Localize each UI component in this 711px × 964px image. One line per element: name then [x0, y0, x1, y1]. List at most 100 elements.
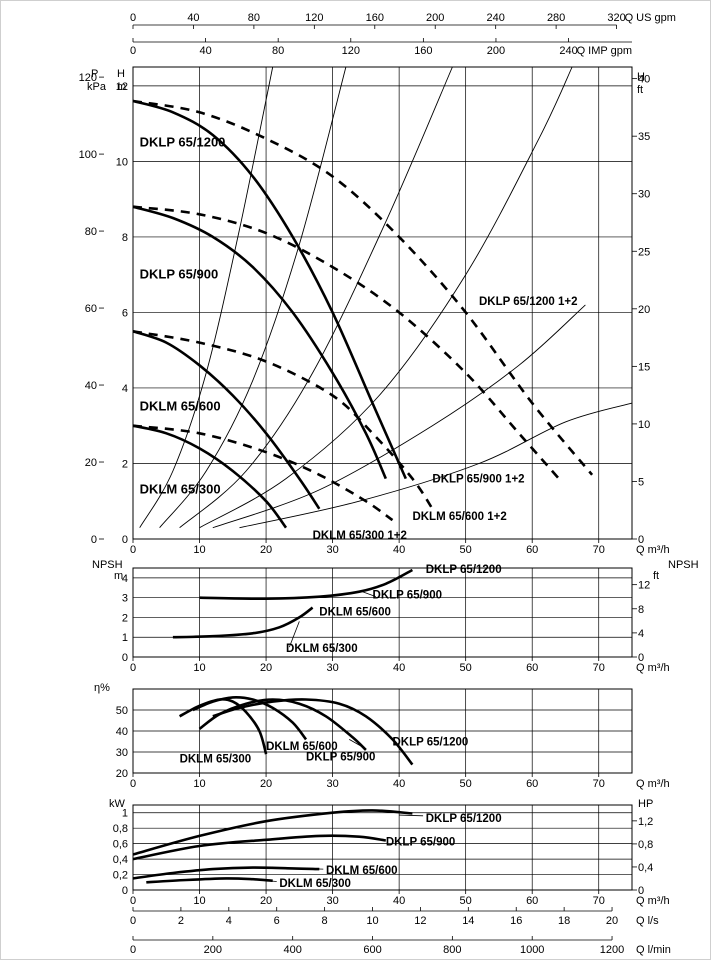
head-xtick-label-70: 70	[593, 544, 605, 556]
ls-tick-label-14: 14	[462, 915, 474, 927]
power-xtick-label-20: 20	[260, 895, 272, 907]
power-xtick-label-10: 10	[193, 895, 205, 907]
lmin-tick-label-800: 800	[443, 944, 461, 956]
ls-tick-label-2: 2	[178, 915, 184, 927]
power-curve-dklm-65-600	[133, 868, 319, 879]
power-label-dklm-65-600: DKLM 65/600	[326, 865, 398, 877]
power-label-dklp-65-900: DKLP 65/900	[386, 836, 455, 848]
npsh-xtick-label-60: 60	[526, 662, 538, 674]
lmin-tick-label-600: 600	[363, 944, 381, 956]
us-gpm-tick-label-320: 320	[607, 12, 625, 24]
head-m-tick-label-0: 0	[122, 534, 128, 546]
npsh-xtick-label-40: 40	[393, 662, 405, 674]
imp-gpm-tick-label-160: 160	[414, 45, 432, 57]
lmin-tick-label-1000: 1000	[520, 944, 544, 956]
eff-xtick-label-60: 60	[526, 778, 538, 790]
head-ft-tick-label-5: 5	[638, 476, 644, 488]
us-gpm-tick-label-280: 280	[547, 12, 565, 24]
eff-xtick-label-40: 40	[393, 778, 405, 790]
eff-tick-label-30: 30	[116, 747, 128, 759]
head-xtick-label-0: 0	[130, 544, 136, 556]
head-curve-dklp-65-900	[133, 207, 386, 479]
head-ft-axis-unit: ft	[637, 84, 643, 96]
power-hp-axis-label: HP	[638, 798, 653, 810]
power-curve-dklp-65-900	[133, 836, 386, 859]
lmin-tick-label-1200: 1200	[600, 944, 624, 956]
power-curve-dklp-65-1200	[133, 810, 412, 854]
npsh-axis-unit-left: m	[114, 570, 123, 582]
head-label-dklp-65-1200: DKLP 65/1200	[140, 134, 226, 149]
head-kpa-axis-unit: kPa	[87, 81, 107, 93]
lmin-tick-label-200: 200	[204, 944, 222, 956]
head-kpa-tick-label-100: 100	[79, 149, 97, 161]
power-xtick-label-70: 70	[593, 895, 605, 907]
head-kpa-tick-label-80: 80	[85, 226, 97, 238]
ls-tick-label-12: 12	[414, 915, 426, 927]
power-hp-tick-label-2: 0,8	[638, 839, 653, 851]
power-kw-tick-label-3: 0,6	[113, 839, 128, 851]
eff-xaxis-label: Q m³/h	[636, 778, 670, 790]
npsh-ft-tick-label-12: 12	[638, 580, 650, 592]
eff-xtick-label-0: 0	[130, 778, 136, 790]
head-curve-dklp-65-1200	[133, 101, 406, 479]
eff-xtick-label-70: 70	[593, 778, 605, 790]
ls-tick-label-10: 10	[366, 915, 378, 927]
head-xtick-label-40: 40	[393, 544, 405, 556]
head-m-tick-label-4: 4	[122, 383, 128, 395]
power-xtick-label-50: 50	[460, 895, 472, 907]
lmin-tick-label-400: 400	[284, 944, 302, 956]
head-kpa-tick-label-20: 20	[85, 457, 97, 469]
npsh-xtick-label-0: 0	[130, 662, 136, 674]
eff-xtick-label-30: 30	[326, 778, 338, 790]
ls-tick-label-8: 8	[322, 915, 328, 927]
head-xtick-label-30: 30	[326, 544, 338, 556]
power-kw-tick-label-0: 0	[122, 885, 128, 897]
npsh-label-dklp-65-900: DKLP 65/900	[373, 590, 442, 602]
power-frame	[133, 805, 632, 890]
npsh-xtick-label-30: 30	[326, 662, 338, 674]
imp-gpm-tick-label-40: 40	[199, 45, 211, 57]
us-gpm-tick-label-240: 240	[486, 12, 504, 24]
head-label-dklp-65-1200-1-2: DKLP 65/1200 1+2	[479, 296, 578, 308]
imp-gpm-tick-label-200: 200	[487, 45, 505, 57]
head-xtick-label-20: 20	[260, 544, 272, 556]
npsh-m-tick-label-3: 3	[122, 593, 128, 605]
ls-tick-label-0: 0	[130, 915, 136, 927]
head-ft-tick-label-25: 25	[638, 246, 650, 258]
ls-tick-label-4: 4	[226, 915, 232, 927]
head-ft-tick-label-35: 35	[638, 131, 650, 143]
head-m-axis-unit: m	[117, 81, 126, 93]
eff-tick-label-40: 40	[116, 726, 128, 738]
npsh-label-dklm-65-600: DKLM 65/600	[319, 606, 391, 618]
eff-xtick-label-20: 20	[260, 778, 272, 790]
us-gpm-tick-label-120: 120	[305, 12, 323, 24]
power-xtick-label-40: 40	[393, 895, 405, 907]
npsh-xtick-label-10: 10	[193, 662, 205, 674]
head-label-dklm-65-300-1-2: DKLM 65/300 1+2	[313, 530, 407, 542]
head-h-axis-label: H	[117, 68, 125, 80]
us-gpm-tick-label-200: 200	[426, 12, 444, 24]
imp-gpm-tick-label-120: 120	[342, 45, 360, 57]
npsh-m-tick-label-0: 0	[122, 652, 128, 664]
npsh-ft-tick-label-4: 4	[638, 628, 644, 640]
eff-axis-label: η%	[94, 682, 110, 694]
eff-xtick-label-50: 50	[460, 778, 472, 790]
power-curve-dklm-65-300	[146, 878, 272, 882]
ls-axis-label: Q l/s	[636, 915, 659, 927]
head-m-tick-label-10: 10	[116, 156, 128, 168]
power-xtick-label-30: 30	[326, 895, 338, 907]
npsh-xaxis-label: Q m³/h	[636, 662, 670, 674]
head-label-dklm-65-600-1-2: DKLM 65/600 1+2	[412, 511, 506, 523]
npsh-ft-tick-label-8: 8	[638, 604, 644, 616]
lmin-tick-label-0: 0	[130, 944, 136, 956]
power-kw-tick-label-4: 0,8	[113, 823, 128, 835]
imp-gpm-tick-label-0: 0	[130, 45, 136, 57]
power-xtick-label-0: 0	[130, 895, 136, 907]
power-xtick-label-60: 60	[526, 895, 538, 907]
eff-tick-label-20: 20	[116, 768, 128, 780]
head-xtick-label-60: 60	[526, 544, 538, 556]
head-m-tick-label-6: 6	[122, 307, 128, 319]
head-curve-dklm-65-300	[133, 426, 286, 528]
head-xtick-label-50: 50	[460, 544, 472, 556]
